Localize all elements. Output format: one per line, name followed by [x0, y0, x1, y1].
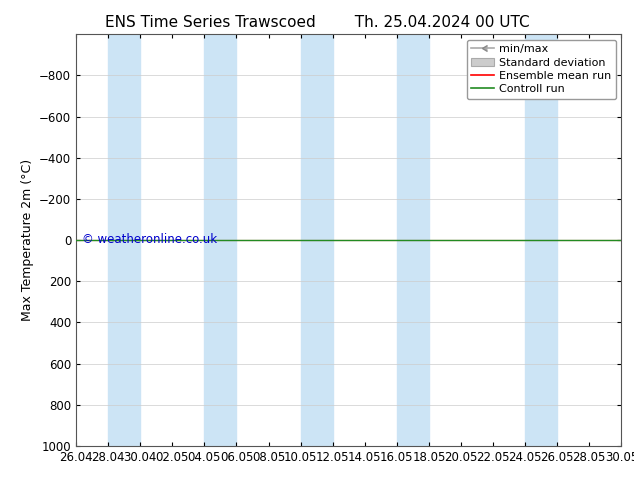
Bar: [108, 34, 140, 446]
Text: ENS Time Series Trawscoed        Th. 25.04.2024 00 UTC: ENS Time Series Trawscoed Th. 25.04.2024…: [105, 15, 529, 30]
Bar: [397, 34, 429, 446]
Bar: [525, 34, 557, 446]
Legend: min/max, Standard deviation, Ensemble mean run, Controll run: min/max, Standard deviation, Ensemble me…: [467, 40, 616, 99]
Y-axis label: Max Temperature 2m (°C): Max Temperature 2m (°C): [20, 159, 34, 321]
Bar: [204, 34, 236, 446]
Bar: [301, 34, 333, 446]
Text: © weatheronline.co.uk: © weatheronline.co.uk: [82, 233, 217, 246]
